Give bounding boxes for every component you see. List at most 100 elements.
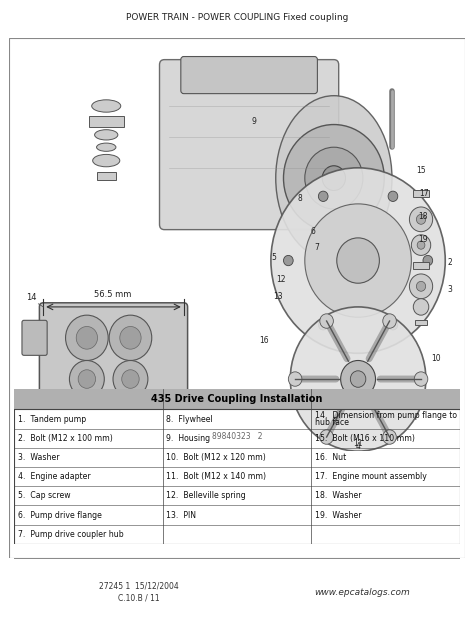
Text: 5.  Cap screw: 5. Cap screw [18,492,71,500]
Circle shape [120,326,141,349]
FancyBboxPatch shape [160,59,339,230]
Circle shape [290,307,426,451]
Circle shape [388,191,398,201]
Bar [413,262,429,269]
Text: 11.  Bolt (M12 x 140 mm): 11. Bolt (M12 x 140 mm) [166,472,266,481]
Text: 17.  Engine mount assembly: 17. Engine mount assembly [315,472,427,481]
FancyArrowPatch shape [369,399,388,435]
Bar [413,191,429,197]
Text: 11: 11 [353,439,363,449]
Bar [97,172,116,180]
Text: 12: 12 [276,274,285,283]
Circle shape [410,207,433,232]
Text: 17: 17 [419,189,429,198]
Circle shape [417,241,425,249]
FancyArrowPatch shape [328,399,347,435]
Circle shape [414,372,428,386]
Circle shape [283,124,384,232]
Text: 15: 15 [416,167,426,175]
Text: 8: 8 [298,194,302,203]
Circle shape [109,315,152,360]
FancyArrowPatch shape [369,324,388,359]
Text: 9.  Housing: 9. Housing [166,433,210,443]
Circle shape [341,360,375,398]
Circle shape [271,168,445,353]
Text: 2: 2 [448,258,453,267]
Text: 14: 14 [27,293,37,302]
Text: 6.  Pump drive flange: 6. Pump drive flange [18,510,101,519]
FancyArrowPatch shape [328,324,347,359]
Circle shape [416,281,426,292]
Text: 1: 1 [114,400,118,410]
Circle shape [411,235,431,256]
FancyBboxPatch shape [181,57,318,93]
Bar [415,320,427,325]
Circle shape [320,430,333,444]
Text: 8.  Flywheel: 8. Flywheel [166,415,213,423]
Text: 3: 3 [447,285,453,294]
Text: 1.  Tandem pump: 1. Tandem pump [18,415,86,423]
Text: POWER TRAIN - POWER COUPLING Fixed coupling: POWER TRAIN - POWER COUPLING Fixed coupl… [126,13,348,22]
Text: www.epcatalogs.com: www.epcatalogs.com [314,587,410,596]
Circle shape [383,430,396,444]
Circle shape [65,315,108,360]
Text: 27245 1  15/12/2004
C.10.B / 11: 27245 1 15/12/2004 C.10.B / 11 [99,581,179,603]
Text: 18: 18 [418,212,428,221]
Text: 89840323   2: 89840323 2 [212,432,262,441]
Circle shape [76,326,98,349]
Text: 15.  Bolt (M16 x 110 mm): 15. Bolt (M16 x 110 mm) [315,433,414,443]
Text: 2.  Bolt (M12 x 100 mm): 2. Bolt (M12 x 100 mm) [18,433,112,443]
Text: 5: 5 [272,253,276,262]
Circle shape [416,215,426,224]
Circle shape [410,274,433,298]
Circle shape [350,371,366,387]
Circle shape [337,238,379,283]
Ellipse shape [276,96,392,261]
Text: 14.  Dimension from pump flange to: 14. Dimension from pump flange to [315,411,456,420]
Bar [89,116,124,127]
FancyBboxPatch shape [22,321,47,355]
Circle shape [383,314,396,328]
Text: 10: 10 [431,354,440,363]
Ellipse shape [93,155,120,167]
Circle shape [413,298,429,315]
Circle shape [122,370,139,388]
Circle shape [288,372,302,386]
Text: 19.  Washer: 19. Washer [315,510,361,519]
Text: 13.  PIN: 13. PIN [166,510,196,519]
Text: 4.  Engine adapter: 4. Engine adapter [18,472,91,481]
Text: 16: 16 [259,336,269,345]
Text: 4: 4 [356,442,361,451]
Text: 10.  Bolt (M12 x 120 mm): 10. Bolt (M12 x 120 mm) [166,453,266,462]
Ellipse shape [91,100,121,112]
Circle shape [322,166,346,191]
Text: 12.  Belleville spring: 12. Belleville spring [166,492,246,500]
Text: 19: 19 [418,235,428,244]
Circle shape [320,314,333,328]
Text: 16.  Nut: 16. Nut [315,453,346,462]
Circle shape [305,204,411,317]
Text: 18.  Washer: 18. Washer [315,492,361,500]
Circle shape [423,256,433,266]
Bar [14,389,460,410]
Circle shape [78,370,96,388]
Text: hub face: hub face [315,418,348,427]
Text: 3.  Washer: 3. Washer [18,453,59,462]
Circle shape [319,320,328,330]
Text: 435 Drive Coupling Installation: 435 Drive Coupling Installation [151,394,323,404]
Ellipse shape [95,130,118,140]
Circle shape [319,191,328,201]
Text: 7: 7 [314,243,319,252]
Circle shape [113,360,148,398]
Circle shape [69,360,104,398]
Text: 6: 6 [310,227,315,236]
Text: 13: 13 [273,292,283,301]
Text: 9: 9 [252,117,257,126]
Circle shape [305,147,363,209]
Circle shape [388,320,398,330]
FancyBboxPatch shape [39,303,188,409]
Text: 7.  Pump drive coupler hub: 7. Pump drive coupler hub [18,530,123,539]
Ellipse shape [97,143,116,151]
Circle shape [283,256,293,266]
Text: 56.5 mm: 56.5 mm [94,290,132,298]
